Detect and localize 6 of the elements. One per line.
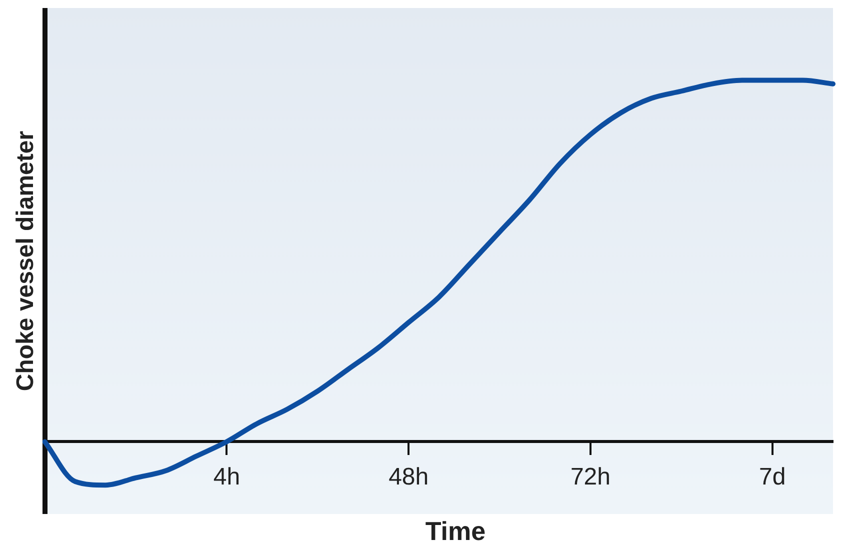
y-axis-title: Choke vessel diameter bbox=[12, 130, 40, 392]
x-tick-label: 4h bbox=[213, 464, 240, 491]
x-axis-title: Time bbox=[424, 516, 487, 547]
x-tick-label: 7d bbox=[759, 464, 786, 491]
x-tick-label: 72h bbox=[570, 464, 610, 491]
x-tick-label: 48h bbox=[388, 464, 429, 491]
